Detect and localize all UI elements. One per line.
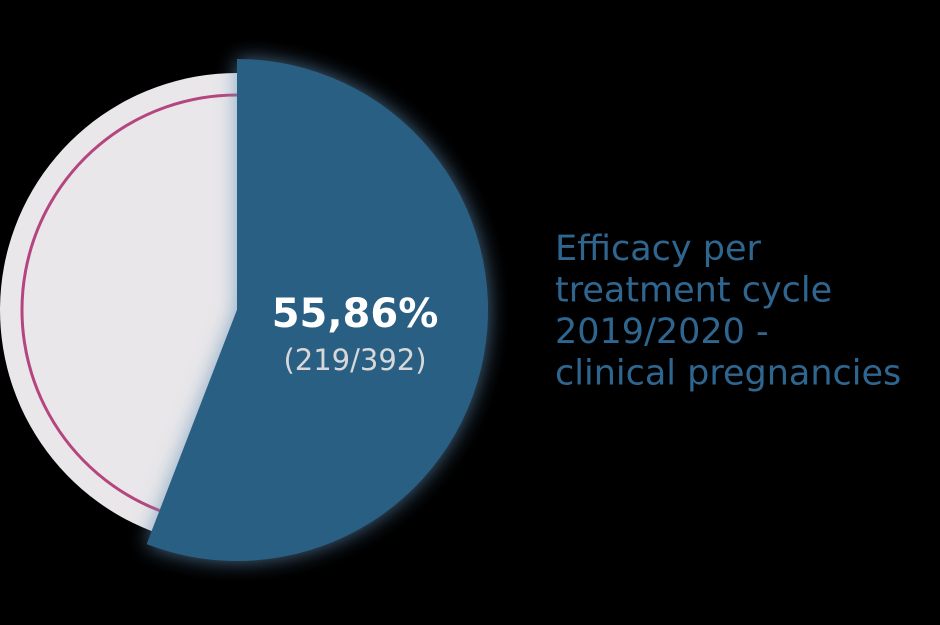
chart-title-line: 2019/2020 -: [555, 312, 769, 352]
value-label: 55,86%: [272, 291, 439, 337]
chart-title-line: Efficacy per: [555, 229, 761, 269]
pie: [0, 59, 488, 561]
chart-title-line: clinical pregnancies: [555, 354, 901, 394]
chart-title-line: treatment cycle: [555, 271, 832, 311]
annotation: (219/392): [283, 343, 426, 377]
pie-slice: [146, 59, 488, 561]
slice-ring: [20, 93, 238, 512]
